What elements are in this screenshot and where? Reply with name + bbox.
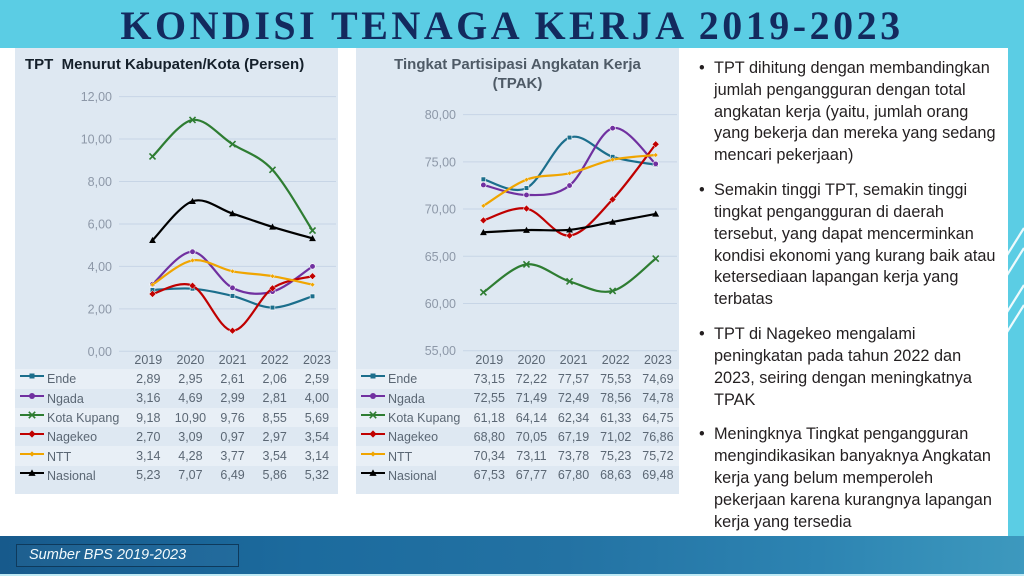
svg-text:10,00: 10,00 [81,133,112,147]
svg-text:6,00: 6,00 [88,217,112,231]
svg-text:65,00: 65,00 [425,250,456,264]
svg-text:60,00: 60,00 [425,297,456,311]
svg-text:75,00: 75,00 [425,155,456,169]
svg-text:8,00: 8,00 [88,175,112,189]
svg-text:2,00: 2,00 [88,302,112,316]
svg-text:80,00: 80,00 [425,108,456,122]
svg-text:4,00: 4,00 [88,260,112,274]
svg-text:70,00: 70,00 [425,203,456,217]
svg-text:12,00: 12,00 [81,90,112,104]
